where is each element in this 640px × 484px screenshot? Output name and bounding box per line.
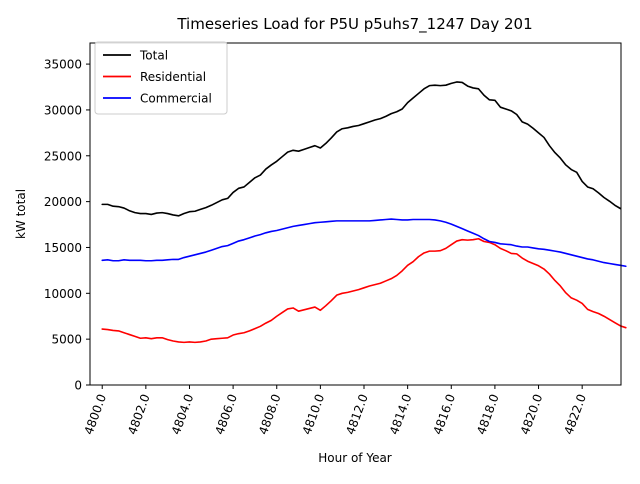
- y-tick-label: 10000: [44, 287, 82, 301]
- y-tick-label: 15000: [44, 241, 82, 255]
- y-tick-label: 0: [74, 379, 82, 393]
- plot-frame: [89, 42, 622, 386]
- legend-label-residential: Residential: [140, 70, 206, 84]
- chart-title: Timeseries Load for P5U p5uhs7_1247 Day …: [176, 15, 532, 34]
- y-axis: 0 5000 10000 15000 20000 25000 30000 35000: [44, 58, 90, 393]
- legend-label-commercial: Commercial: [140, 92, 212, 106]
- y-tick-label: 20000: [44, 195, 82, 209]
- y-tick-label: 30000: [44, 103, 82, 117]
- legend-label-total: Total: [139, 49, 168, 63]
- y-tick-label: 25000: [44, 149, 82, 163]
- series-line-residential: [101, 237, 627, 344]
- series-lines: [101, 81, 627, 344]
- y-axis-label: kW total: [14, 189, 28, 239]
- series-line-commercial: [101, 218, 627, 268]
- series-line-total: [101, 81, 622, 217]
- y-tick-label: 35000: [44, 58, 82, 72]
- legend-box: [94, 41, 228, 115]
- x-axis-label: Hour of Year: [318, 451, 392, 465]
- legend: Total Residential Commercial: [94, 41, 228, 115]
- y-tick-label: 5000: [51, 333, 82, 347]
